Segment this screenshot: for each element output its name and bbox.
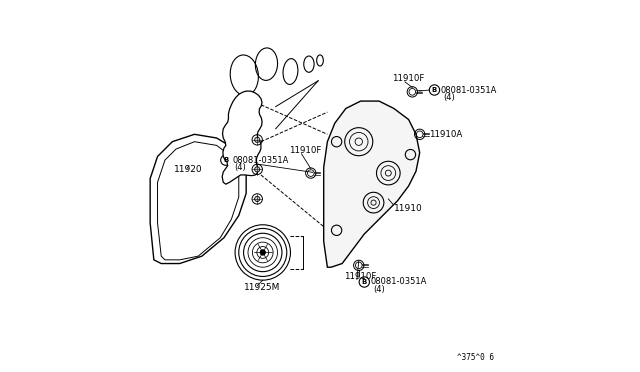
Polygon shape — [222, 91, 262, 184]
Polygon shape — [324, 101, 420, 267]
Text: 11925M: 11925M — [244, 283, 281, 292]
Circle shape — [255, 137, 260, 142]
Circle shape — [260, 250, 266, 255]
Text: B: B — [223, 157, 228, 163]
Circle shape — [255, 196, 260, 202]
Text: ^375^0 6: ^375^0 6 — [456, 353, 493, 362]
Text: (4): (4) — [372, 285, 385, 294]
Text: 11910F: 11910F — [289, 147, 321, 155]
Text: 11910F: 11910F — [392, 74, 424, 83]
Text: B: B — [432, 87, 437, 93]
Text: 08081-0351A: 08081-0351A — [441, 86, 497, 94]
Text: B: B — [362, 279, 367, 285]
Text: (4): (4) — [444, 93, 455, 102]
Text: 08081-0351A: 08081-0351A — [232, 155, 289, 165]
Circle shape — [255, 167, 260, 172]
Text: 11910: 11910 — [394, 203, 422, 213]
Text: (4): (4) — [234, 163, 246, 172]
Text: 08081-0351A: 08081-0351A — [371, 278, 427, 286]
Text: 11920: 11920 — [174, 165, 203, 174]
Text: 11910F: 11910F — [344, 272, 376, 281]
Text: 11910A: 11910A — [429, 130, 462, 139]
